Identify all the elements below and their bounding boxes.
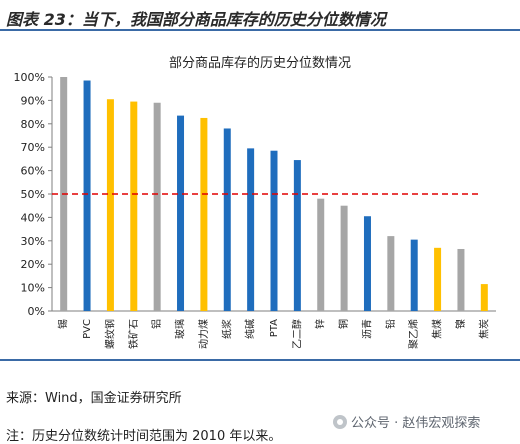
- bar: [153, 102, 161, 312]
- y-tick-label: 70%: [21, 141, 45, 154]
- x-tick-label: PVC: [82, 319, 93, 339]
- y-tick-label: 0%: [28, 305, 45, 318]
- chart-title: 部分商品库存的历史分位数情况: [168, 56, 351, 71]
- bar: [317, 198, 325, 311]
- y-tick-label: 100%: [14, 71, 45, 84]
- bar: [247, 148, 255, 311]
- bar: [177, 115, 185, 311]
- x-tick-label: 锌: [314, 319, 327, 329]
- top-divider: [0, 29, 520, 31]
- x-tick-label: 铅: [384, 319, 397, 329]
- x-tick-label: 铝: [151, 319, 163, 329]
- bar: [387, 236, 395, 311]
- bar: [223, 128, 231, 311]
- x-tick-label: 动力煤: [197, 319, 210, 349]
- bar: [83, 80, 91, 311]
- y-tick-label: 10%: [21, 282, 45, 295]
- bottom-divider: [0, 359, 520, 361]
- source-note: 来源：Wind，国金证券研究所: [6, 391, 182, 406]
- x-tick-label: 乙二醇: [290, 319, 303, 349]
- x-tick-label: 焦煤: [431, 319, 444, 339]
- x-tick-label: 铁矿石: [127, 319, 140, 349]
- figure-title: 图表 23：当下，我国部分商品库存的历史分位数情况: [6, 10, 386, 29]
- y-tick-label: 60%: [21, 165, 45, 178]
- y-tick-label: 90%: [21, 94, 45, 107]
- x-tick-label: 螺纹钢: [103, 319, 116, 349]
- y-tick-label: 80%: [21, 118, 45, 131]
- x-tick-label: 聚乙烯: [407, 319, 420, 349]
- x-tick-label: 玻璃: [174, 319, 187, 339]
- bar: [270, 150, 278, 311]
- footnote: 注：历史分位数统计时间范围为 2010 年以来。: [6, 429, 282, 444]
- bar: [130, 101, 138, 311]
- wechat-icon: [333, 414, 347, 429]
- x-tick-label: 纯碱: [244, 319, 257, 339]
- x-tick-label: 纸浆: [220, 319, 233, 339]
- watermark-text: 公众号 · 赵伟宏观探索: [351, 416, 481, 431]
- bar: [106, 99, 114, 311]
- bar: [340, 205, 348, 311]
- y-tick-label: 20%: [21, 258, 45, 271]
- bar-chart: 0% 10% 20% 30% 40% 50% 60% 70% 80% 90% 100% 锡 PVC 螺纹钢…: [14, 71, 496, 349]
- bar: [434, 247, 442, 311]
- watermark: 公众号 · 赵伟宏观探索: [333, 412, 480, 431]
- bar: [457, 248, 465, 311]
- y-tick-label: 30%: [21, 235, 45, 248]
- y-tick-label: 50%: [21, 188, 45, 201]
- bar: [363, 216, 371, 311]
- x-tick-label: 铜: [338, 319, 350, 329]
- bar: [293, 160, 301, 311]
- y-tick-label: 40%: [21, 211, 45, 224]
- x-tick-label: PTA: [269, 319, 280, 337]
- x-tick-label: 焦炭: [477, 319, 490, 339]
- x-tick-label: 锡: [57, 319, 70, 329]
- bar: [480, 284, 488, 311]
- bar: [410, 239, 418, 311]
- x-tick-label: 镍: [454, 319, 467, 329]
- x-tick-label: 沥青: [360, 319, 373, 339]
- bar: [200, 117, 208, 311]
